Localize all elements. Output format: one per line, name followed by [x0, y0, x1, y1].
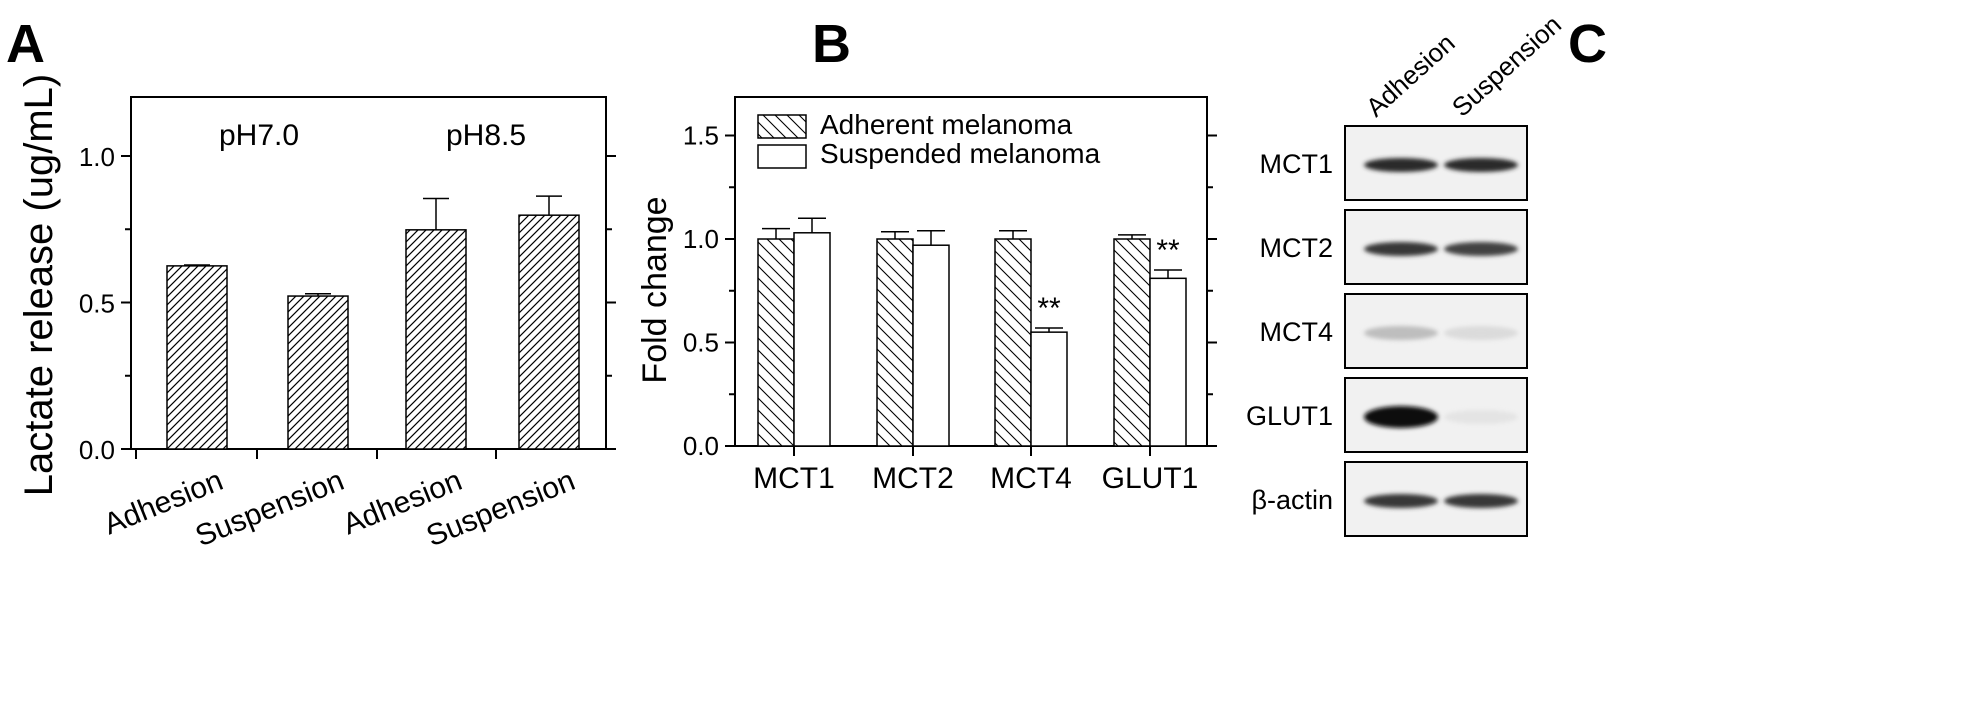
blot-row-label: MCT2: [1260, 233, 1334, 263]
blot-row-label: MCT1: [1260, 149, 1334, 179]
bar-a: [166, 265, 228, 450]
y-axis-label-a: Lactate release (ug/mL): [17, 74, 61, 496]
blot-band: [1444, 326, 1518, 340]
plot-frame-a: [130, 96, 607, 450]
y-tick-label-b: 1.5: [683, 121, 719, 151]
significance-mark: **: [1156, 234, 1180, 267]
bar-b: [1030, 331, 1068, 447]
legend-swatch-adherent: [757, 114, 807, 139]
blot-row-label: GLUT1: [1246, 401, 1333, 431]
panel-label-c: C: [1568, 14, 1607, 74]
blot-band: [1444, 494, 1518, 508]
blot-band: [1444, 242, 1518, 256]
bar-a: [518, 214, 580, 450]
x-tick-label-b: MCT2: [872, 462, 954, 495]
blot-band: [1364, 406, 1438, 428]
blot-column-suspension: Suspension: [1446, 9, 1567, 122]
bars-a: [166, 195, 580, 450]
panel-label-b: B: [812, 14, 851, 74]
bar-b: [1113, 238, 1151, 447]
bars-b: ** **: [757, 217, 1187, 447]
y-tick-label-a: 0.0: [79, 435, 115, 465]
bar-b: [757, 238, 795, 447]
bar-b: [793, 232, 831, 447]
y-tick-label-b: 0.5: [683, 328, 719, 358]
bar-b: [1149, 277, 1187, 447]
legend-label-adherent: Adherent melanoma: [820, 109, 1073, 140]
legend-b: Adherent melanoma Suspended melanoma: [757, 109, 1101, 169]
panel-label-a: A: [6, 14, 45, 74]
western-blot: Adhesion Suspension MCT1 MCT2 MCT4 GLUT1 β-a…: [1246, 9, 1567, 537]
y-tick-label-b: 0.0: [683, 431, 719, 461]
blot-band: [1364, 158, 1438, 172]
bar-b: [912, 244, 950, 447]
y-tick-label-a: 1.0: [79, 142, 115, 172]
y-axis-label-b: Fold change: [636, 196, 674, 383]
blot-band: [1444, 410, 1518, 424]
chart-a: 0.00.51.0AdhesionSuspensionAdhesionSuspe…: [17, 74, 616, 553]
x-tick-label-b: MCT4: [990, 462, 1072, 495]
y-tick-label-a: 0.5: [79, 289, 115, 319]
group-label-ph85: pH8.5: [446, 119, 526, 152]
significance-mark: **: [1037, 292, 1061, 325]
bar-a: [287, 295, 349, 450]
bar-b: [994, 238, 1032, 447]
bar-a: [405, 229, 467, 450]
blot-column-adhesion: Adhesion: [1360, 28, 1461, 123]
blot-row-label: β-actin: [1251, 485, 1333, 515]
blot-rows: MCT1 MCT2 MCT4 GLUT1 β-actin: [1246, 125, 1528, 537]
blot-band: [1364, 326, 1438, 340]
y-tick-label-b: 1.0: [683, 224, 719, 254]
plot-frame-b: [734, 96, 1208, 447]
blot-band: [1364, 494, 1438, 508]
bar-b: [876, 238, 914, 447]
axes-b: 0.0 0.5 1.0 1.5 MCT1 MCT2 MCT4 GLUT1: [683, 121, 1217, 495]
blot-row-label: MCT4: [1260, 317, 1334, 347]
legend-label-suspended: Suspended melanoma: [820, 138, 1101, 169]
blot-band: [1364, 242, 1438, 256]
x-tick-label-b: MCT1: [753, 462, 835, 495]
group-label-ph70: pH7.0: [219, 119, 299, 152]
legend-swatch-suspended: [757, 144, 807, 169]
blot-band: [1444, 158, 1518, 172]
chart-b: 0.0 0.5 1.0 1.5 MCT1 MCT2 MCT4 GLUT1 ** ** Fold …: [636, 96, 1217, 495]
x-tick-label-b: GLUT1: [1102, 462, 1199, 495]
